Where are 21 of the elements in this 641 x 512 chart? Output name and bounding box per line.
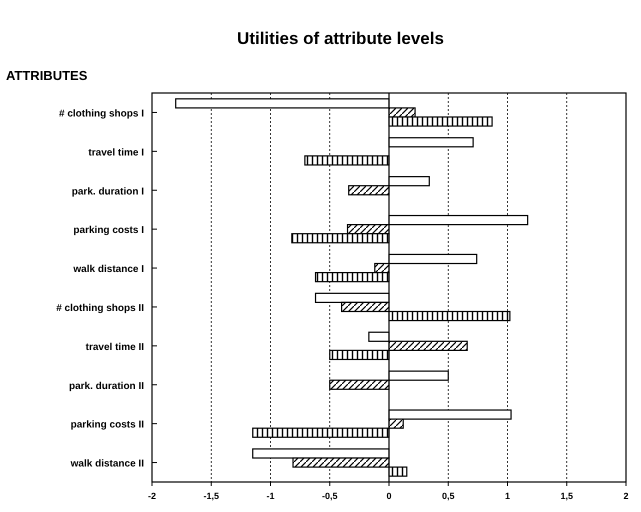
y-tick-label: # clothing shops II <box>56 302 144 314</box>
x-tick-label: 1,5 <box>560 491 574 501</box>
x-tick-label: 1 <box>504 491 510 501</box>
y-tick-label: walk distance II <box>70 458 144 470</box>
x-tick-label: -0,5 <box>322 491 338 501</box>
x-tick-label: 2 <box>623 491 629 501</box>
x-tick-label: 0 <box>386 491 392 501</box>
y-tick-label: travel time II <box>86 342 144 353</box>
y-tick-label: park. duration I <box>72 186 144 198</box>
y-tick-label: # clothing shops I <box>58 108 144 120</box>
y-axis-title: ATTRIBUTES <box>6 68 88 83</box>
x-tick-label: -1,5 <box>203 491 220 501</box>
y-tick-label: parking costs I <box>73 225 144 236</box>
x-tick-label: 0,5 <box>442 491 455 501</box>
chart-title: Utilities of attribute levels <box>237 29 444 48</box>
y-tick-label: travel time I <box>88 147 144 158</box>
x-tick-label: -2 <box>148 491 156 501</box>
x-tick-label: -1 <box>266 491 275 501</box>
y-tick-label: parking costs II <box>70 420 144 431</box>
y-tick-label: park. duration II <box>68 380 144 392</box>
y-tick-label: walk distance I <box>72 264 144 276</box>
